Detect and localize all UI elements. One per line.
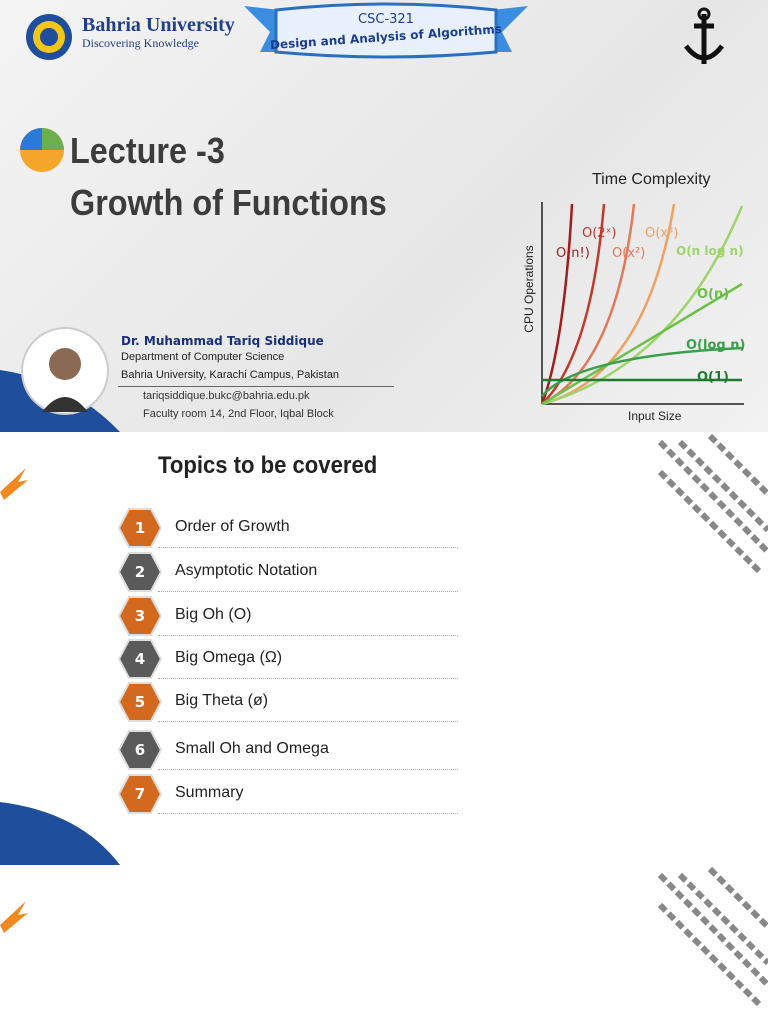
flame-decoration [0,901,28,933]
topic-number: 1 [134,519,146,537]
presenter-department: Department of Computer Science [121,351,285,363]
university-name: Bahria University [82,14,235,36]
number-badge [118,508,162,548]
title-slide: Bahria University Discovering Knowledge … [0,0,768,432]
topic-label: Big Theta (ø) [175,692,269,709]
dotted-rule [158,635,458,636]
curve-label: O(n!) [556,246,590,261]
illustration-title: Time Complexity [592,171,711,188]
flame-decoration [0,468,28,500]
topic-item: 4 Big Omega (Ω) [118,639,458,679]
topic-number: 7 [134,785,146,803]
dotted-rule [158,678,458,679]
presenter-name: Dr. Muhammad Tariq Siddique [121,334,324,348]
number-badge [118,730,162,770]
topic-number: 5 [134,693,146,711]
topic-item: 7 Summary [118,774,458,814]
topic-label: Big Oh (O) [175,606,252,623]
corner-pattern [657,866,768,1008]
curve-label: O(x³) [645,226,679,241]
curve-label: O(n) [697,287,730,302]
divider [118,386,394,387]
presenter-photo [21,327,109,415]
complexity-illustration [540,202,744,406]
topic-item: 3 Big Oh (O) [118,596,458,636]
topic-label: Big Omega (Ω) [175,649,283,666]
university-logo [26,14,72,60]
dotted-rule [158,547,458,548]
topic-number: 4 [134,650,146,668]
topics-title: Topics to be covered [158,452,378,479]
curve-label: O(n log n) [676,244,744,258]
x-axis-label: Input Size [628,409,682,423]
topic-number: 6 [134,741,146,759]
topic-label: Order of Growth [175,518,290,535]
lecture-number: Lecture -3 [70,130,225,171]
dotted-rule [158,591,458,592]
dotted-rule [158,721,458,722]
dotted-rule [158,769,458,770]
presenter-campus: Bahria University, Karachi Campus, Pakis… [121,369,340,381]
topic-label: Small Oh and Omega [175,740,329,757]
topic-item: 5 Big Theta (ø) [118,682,458,722]
topic-item: 1 Order of Growth [118,508,458,548]
topic-label: Asymptotic Notation [175,562,318,579]
curve-label: O(log n) [686,338,746,353]
topic-item: 2 Asymptotic Notation [118,552,458,592]
number-badge [118,639,162,679]
number-badge [118,682,162,722]
lecture-icon [20,128,64,172]
presenter-email: tariqsiddique.bukc@bahria.edu.pk [143,390,310,402]
corner-swoosh [0,802,120,865]
number-badge [118,596,162,636]
next-slide [0,865,768,1024]
presenter-office: Faculty room 14, 2nd Floor, Iqbal Block [143,408,334,420]
topic-label: Summary [175,784,244,801]
topics-slide: Topics to be covered 1 Order of Growth 2… [0,432,768,865]
anchor-logo [684,7,724,64]
number-badge [118,552,162,592]
dotted-rule [158,813,458,814]
y-axis-label: CPU Operations [522,245,536,333]
number-badge [118,774,162,814]
curve-label: O(1) [697,370,729,385]
course-code: CSC-321 [358,12,414,27]
curve-label: O(2ˣ) [582,226,617,241]
topic-item: 6 Small Oh and Omega [118,730,458,770]
topic-number: 3 [134,607,146,625]
course-banner [244,2,528,59]
corner-pattern [657,433,768,575]
curve-label: O(x²) [612,246,646,261]
lecture-title: Growth of Functions [70,182,387,223]
university-motto: Discovering Knowledge [82,36,199,50]
topic-number: 2 [134,563,146,581]
